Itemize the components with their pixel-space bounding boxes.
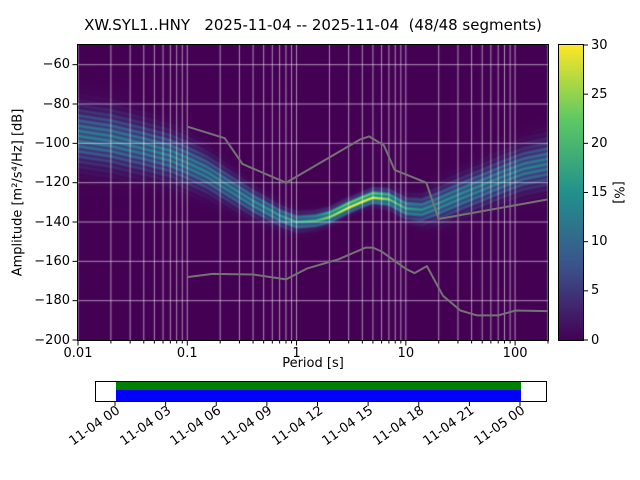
x-axis-label: Period [s] xyxy=(282,356,344,371)
colorbar-tick-label: 15 xyxy=(591,185,608,200)
x-tick-label: 0.1 xyxy=(176,346,198,361)
colorbar-gradient xyxy=(559,45,583,340)
x-tick-label: 100 xyxy=(502,346,528,361)
colorbar-tick-label: 0 xyxy=(591,332,600,348)
y-tick-label: −100 xyxy=(34,135,70,151)
colorbar-tick-label: 20 xyxy=(591,135,608,151)
timeline-coverage-data xyxy=(116,390,521,401)
timeline-coverage-segments xyxy=(116,382,521,390)
y-tick-label: −140 xyxy=(34,214,70,230)
x-tick-label: 10 xyxy=(397,346,415,361)
y-tick-label: −60 xyxy=(42,57,70,73)
y-tick-label: −200 xyxy=(34,332,70,348)
timeline-coverage xyxy=(116,382,521,401)
colorbar-label: [%] xyxy=(610,181,626,204)
colorbar-tick-label: 25 xyxy=(591,86,608,102)
x-tick-label: 0.01 xyxy=(63,346,93,361)
colorbar xyxy=(558,44,584,341)
colorbar-tick-label: 30 xyxy=(591,37,608,53)
plot-area xyxy=(77,44,549,341)
y-tick-label: −160 xyxy=(34,253,70,269)
ppsd-heatmap-canvas xyxy=(78,45,548,340)
y-tick-label: −80 xyxy=(42,96,70,112)
x-tick-label: 1 xyxy=(292,346,301,361)
y-tick-label: −120 xyxy=(34,175,70,191)
colorbar-tick-label: 5 xyxy=(591,283,600,299)
timeline-bar xyxy=(95,381,547,402)
colorbar-tick-label: 10 xyxy=(591,234,608,250)
plot-title: XW.SYL1..HNY 2025-11-04 -- 2025-11-04 (4… xyxy=(84,16,542,34)
y-tick-label: −180 xyxy=(34,293,70,309)
